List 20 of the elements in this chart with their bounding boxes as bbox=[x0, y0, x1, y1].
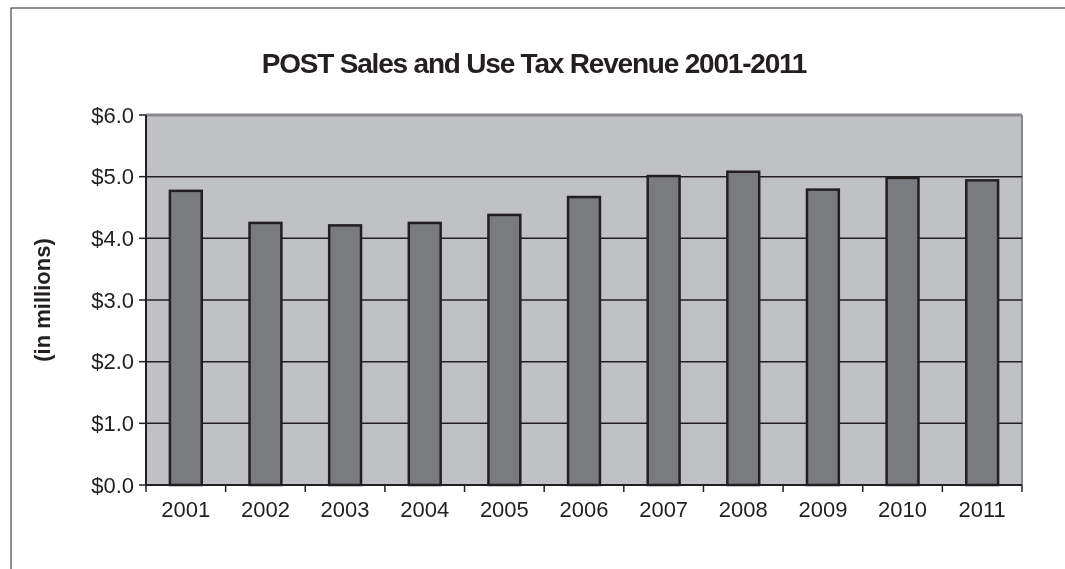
x-tick-label: 2009 bbox=[798, 497, 848, 522]
x-tick-label: 2006 bbox=[559, 497, 609, 522]
x-tick-label: 2011 bbox=[958, 497, 1006, 522]
y-tick-label: $1.0 bbox=[91, 411, 134, 437]
y-tick-label: $0.0 bbox=[91, 472, 134, 498]
y-axis-title: (in millions) bbox=[30, 238, 55, 362]
x-tick-label: 2001 bbox=[161, 497, 211, 522]
y-tick-label: $4.0 bbox=[91, 226, 134, 252]
y-tick-label: $2.0 bbox=[91, 349, 134, 375]
y-tick-label: $6.0 bbox=[91, 102, 134, 128]
x-tick-label: 2008 bbox=[718, 497, 768, 522]
x-tick-label: 2002 bbox=[240, 497, 290, 522]
chart-title: POST Sales and Use Tax Revenue 2001-2011 bbox=[261, 48, 807, 79]
x-tick-label: 2004 bbox=[400, 497, 450, 522]
x-tick-label: 2007 bbox=[639, 497, 689, 522]
x-tick-label: 2010 bbox=[878, 497, 928, 522]
x-tick-label: 2003 bbox=[320, 497, 370, 522]
y-tick-label: $3.0 bbox=[91, 287, 134, 313]
x-tick-label: 2005 bbox=[479, 497, 529, 522]
y-tick-label: $5.0 bbox=[91, 164, 134, 190]
